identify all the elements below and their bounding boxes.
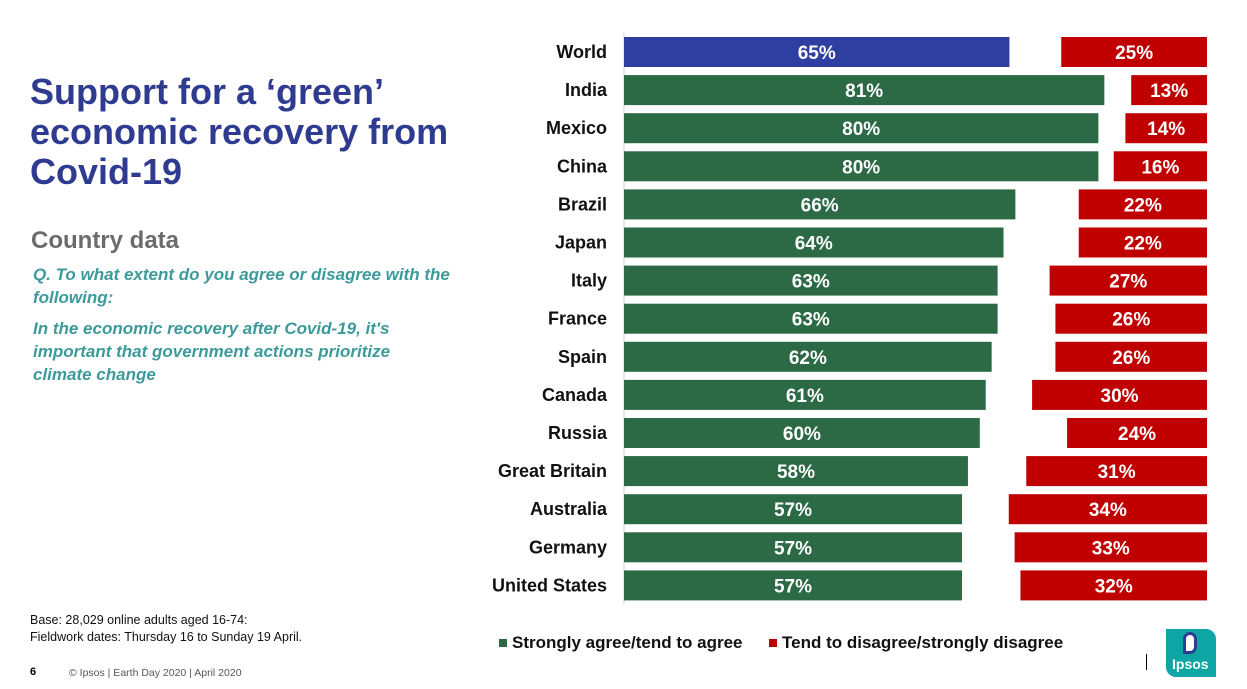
category-label-brazil: Brazil [558, 194, 607, 214]
survey-statement: In the economic recovery after Covid-19,… [33, 319, 391, 384]
value-label-agree-spain: 62% [789, 348, 827, 369]
category-label-japan: Japan [555, 233, 607, 253]
value-label-disagree-australia: 34% [1089, 500, 1127, 521]
footnote-fieldwork: Fieldwork dates: Thursday 16 to Sunday 1… [30, 630, 303, 644]
bar-agree-china [624, 151, 1099, 182]
bar-disagree-canada [1032, 379, 1207, 410]
bar-disagree-world [1061, 37, 1207, 67]
category-label-germany: Germany [529, 537, 607, 557]
bar-disagree-brazil [1078, 189, 1207, 220]
value-label-agree-italy: 63% [792, 272, 830, 293]
bar-disagree-united-states [1020, 570, 1207, 601]
bar-agree-mexico [624, 113, 1099, 144]
bar-agree-brazil [624, 189, 1016, 220]
logo-divider [1146, 654, 1147, 670]
value-label-disagree-italy: 27% [1109, 272, 1147, 293]
value-label-disagree-france: 26% [1112, 310, 1150, 331]
category-label-united-states: United States [492, 575, 607, 595]
footnote-base: Base: 28,029 online adults aged 16-74: [30, 613, 248, 627]
value-label-disagree-russia: 24% [1118, 424, 1156, 445]
legend-item-agree: Strongly agree/tend to agree [499, 633, 743, 653]
value-label-agree-canada: 61% [786, 386, 824, 407]
value-label-agree-brazil: 66% [801, 195, 839, 216]
page-number: 6 [30, 666, 37, 678]
bar-disagree-italy [1049, 265, 1207, 296]
category-label-mexico: Mexico [546, 118, 607, 138]
value-label-disagree-world: 25% [1115, 43, 1153, 64]
legend-item-disagree: Tend to disagree/strongly disagree [769, 633, 1063, 653]
bar-agree-india [624, 75, 1105, 106]
value-label-disagree-great-britain: 31% [1098, 462, 1136, 483]
bar-agree-united-states [624, 570, 963, 601]
legend-swatch-agree [499, 639, 507, 647]
logo-mark-icon [1183, 632, 1197, 654]
category-label-canada: Canada [542, 385, 608, 405]
bar-disagree-great-britain [1026, 456, 1207, 487]
value-label-agree-world: 65% [798, 43, 836, 64]
value-label-agree-russia: 60% [783, 424, 821, 445]
category-label-russia: Russia [548, 423, 608, 443]
copyright-text: © Ipsos | Earth Day 2020 | April 2020 [69, 667, 242, 679]
category-label-china: China [557, 156, 608, 176]
value-label-disagree-china: 16% [1141, 157, 1179, 178]
category-label-australia: Australia [530, 499, 608, 519]
survey-question: Q. To what extent do you agree or disagr… [33, 265, 450, 307]
bar-agree-australia [624, 494, 963, 525]
value-label-disagree-spain: 26% [1112, 348, 1150, 369]
legend-swatch-disagree [769, 639, 777, 647]
legend-label-disagree: Tend to disagree/strongly disagree [782, 633, 1064, 652]
bar-agree-world [624, 37, 1010, 67]
value-label-agree-united-states: 57% [774, 576, 812, 597]
value-label-disagree-united-states: 32% [1095, 576, 1133, 597]
value-label-disagree-mexico: 14% [1147, 119, 1185, 140]
bar-agree-japan [624, 227, 1004, 258]
category-label-france: France [548, 309, 607, 329]
bar-disagree-mexico [1125, 113, 1207, 144]
value-label-agree-japan: 64% [795, 234, 833, 255]
bar-agree-russia [624, 418, 980, 448]
value-label-agree-india: 81% [845, 81, 883, 102]
bar-agree-germany [624, 532, 963, 563]
value-label-agree-china: 80% [842, 157, 880, 178]
value-label-agree-great-britain: 58% [777, 462, 815, 483]
value-label-disagree-japan: 22% [1124, 234, 1162, 255]
logo-text: Ipsos [1172, 656, 1209, 672]
bar-disagree-france [1055, 303, 1207, 334]
bar-agree-italy [624, 265, 998, 296]
value-label-agree-germany: 57% [774, 538, 812, 559]
bar-disagree-china [1113, 151, 1207, 182]
bar-agree-spain [624, 341, 992, 372]
value-label-disagree-brazil: 22% [1124, 195, 1162, 216]
bar-agree-great-britain [624, 456, 968, 487]
category-label-great-britain: Great Britain [498, 461, 607, 481]
value-label-agree-france: 63% [792, 310, 830, 331]
category-label-world: World [556, 42, 607, 62]
category-label-spain: Spain [558, 347, 607, 367]
bar-disagree-russia [1067, 418, 1207, 448]
bar-disagree-germany [1014, 532, 1207, 563]
bar-disagree-australia [1008, 494, 1207, 525]
page-title: Support for a ‘green’ economic recovery … [30, 71, 449, 192]
bar-agree-canada [624, 379, 986, 410]
bar-disagree-japan [1078, 227, 1207, 258]
bar-disagree-spain [1055, 341, 1207, 372]
value-label-disagree-canada: 30% [1101, 386, 1139, 407]
category-label-italy: Italy [571, 271, 607, 291]
value-label-agree-mexico: 80% [842, 119, 880, 140]
value-label-agree-australia: 57% [774, 500, 812, 521]
legend-label-agree: Strongly agree/tend to agree [512, 633, 743, 652]
bar-disagree-india [1131, 75, 1207, 106]
value-label-disagree-india: 13% [1150, 81, 1188, 102]
bar-agree-france [624, 303, 998, 334]
category-label-india: India [565, 80, 608, 100]
value-label-disagree-germany: 33% [1092, 538, 1130, 559]
section-subtitle: Country data [31, 227, 180, 254]
ipsos-logo: Ipsos [1166, 629, 1216, 677]
